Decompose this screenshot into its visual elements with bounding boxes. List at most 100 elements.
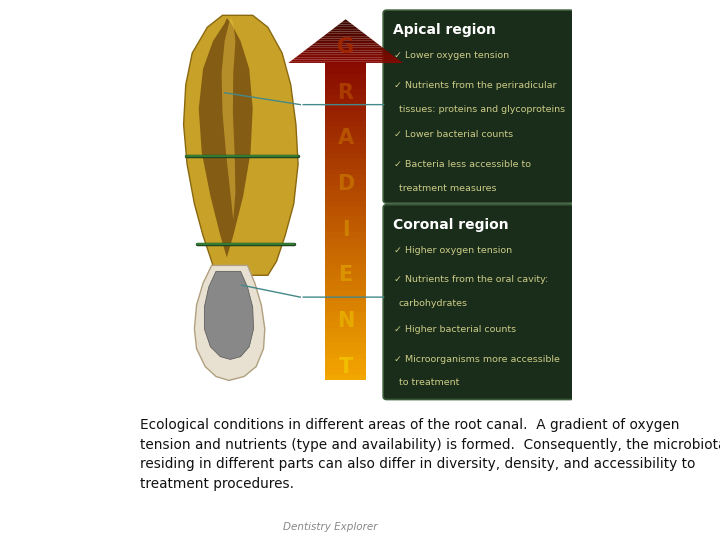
Polygon shape [204,271,253,360]
Bar [325,311,366,317]
Polygon shape [320,37,371,38]
Bar [325,189,366,195]
Text: Apical region: Apical region [393,23,496,37]
Bar [325,205,366,211]
Bar [325,120,366,126]
Text: ✓ Higher bacterial counts: ✓ Higher bacterial counts [395,325,516,334]
Bar [325,168,366,174]
Text: A: A [338,129,354,148]
Text: E: E [338,265,353,285]
Polygon shape [300,52,392,54]
Bar [325,62,366,68]
Polygon shape [293,58,398,59]
Bar [325,215,366,222]
Text: R: R [338,83,354,103]
Bar [325,200,366,206]
Bar [325,258,366,264]
Polygon shape [184,15,298,275]
Bar [325,348,366,354]
Polygon shape [309,45,382,47]
FancyBboxPatch shape [383,205,574,400]
Bar [325,295,366,301]
Bar [325,136,366,143]
Polygon shape [302,51,389,52]
Bar [325,316,366,322]
Polygon shape [222,18,235,220]
Text: I: I [342,220,349,240]
Bar [325,232,366,238]
Bar [325,158,366,164]
Polygon shape [325,33,366,35]
Bar [325,247,366,253]
Bar [325,115,366,121]
Polygon shape [334,26,357,28]
Polygon shape [311,44,380,45]
Bar [325,369,366,375]
FancyBboxPatch shape [383,10,574,203]
Bar [325,73,366,79]
Bar [325,264,366,269]
Bar [325,290,366,296]
Text: G: G [337,37,354,57]
Polygon shape [328,31,364,33]
Bar [325,89,366,94]
Bar [325,83,366,90]
Bar [325,242,366,248]
Bar [325,343,366,349]
Polygon shape [336,24,355,26]
Bar [325,274,366,280]
Bar [325,99,366,105]
Polygon shape [341,21,350,23]
Bar [325,211,366,217]
Bar [325,338,366,343]
Bar [325,141,366,147]
Bar [325,364,366,370]
Text: T: T [338,356,353,376]
Bar [325,131,366,137]
Bar [325,147,366,153]
Text: N: N [337,311,354,331]
Text: ✓ Nutrients from the periradicular: ✓ Nutrients from the periradicular [395,81,557,90]
Bar [325,184,366,190]
Text: ✓ Bacteria less accessible to: ✓ Bacteria less accessible to [395,160,531,169]
Bar [325,78,366,84]
Polygon shape [291,59,400,61]
Bar [325,300,366,306]
Bar [325,110,366,116]
Text: Ecological conditions in different areas of the root canal.  A gradient of oxyge: Ecological conditions in different areas… [140,418,720,491]
Text: ✓ Higher oxygen tension: ✓ Higher oxygen tension [395,246,513,254]
Polygon shape [307,47,384,49]
Bar [325,285,366,291]
Bar [325,327,366,333]
Bar [325,221,366,227]
Bar [325,152,366,158]
Bar [325,253,366,259]
Text: ✓ Lower bacterial counts: ✓ Lower bacterial counts [395,131,513,139]
Text: tissues: proteins and glycoproteins: tissues: proteins and glycoproteins [399,105,565,113]
Bar [325,279,366,285]
Text: Coronal region: Coronal region [393,218,509,232]
Polygon shape [199,18,253,258]
Polygon shape [288,61,402,63]
Polygon shape [316,40,375,42]
Bar [325,179,366,185]
Bar [325,268,366,275]
Bar [325,359,366,364]
Polygon shape [318,38,373,40]
Bar [325,173,366,179]
Polygon shape [194,265,265,381]
Bar [325,237,366,243]
Polygon shape [323,35,369,37]
Polygon shape [338,23,353,24]
Polygon shape [343,19,348,21]
Bar [325,126,366,132]
Polygon shape [332,28,359,30]
Text: to treatment: to treatment [399,379,459,388]
Text: D: D [337,174,354,194]
Text: ✓ Microorganisms more accessible: ✓ Microorganisms more accessible [395,355,560,363]
Text: treatment measures: treatment measures [399,184,496,193]
Polygon shape [295,56,396,58]
Bar [325,94,366,100]
Polygon shape [330,30,361,31]
Polygon shape [305,49,387,51]
